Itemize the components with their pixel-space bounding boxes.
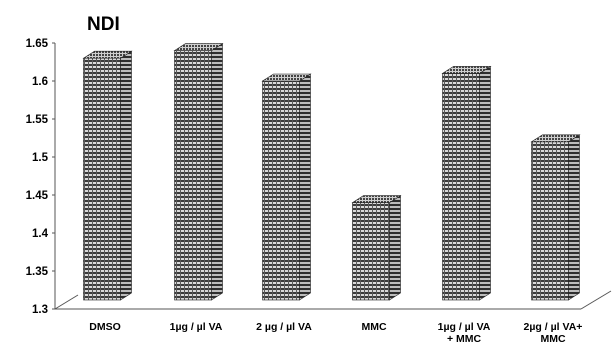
x-tick-label: DMSO bbox=[89, 321, 121, 333]
bar-top bbox=[261, 73, 312, 82]
chart-title: NDI bbox=[87, 14, 120, 35]
bar-top bbox=[351, 195, 402, 203]
bar-front bbox=[262, 80, 300, 301]
x-tick-label: 2 µg / µl VA bbox=[256, 321, 312, 333]
bar bbox=[173, 43, 224, 301]
bars bbox=[82, 43, 581, 301]
x-tick-label: MMC bbox=[540, 333, 565, 345]
bar-front bbox=[352, 202, 390, 301]
y-tick-label: 1.45 bbox=[26, 190, 49, 202]
bar-side bbox=[568, 134, 580, 301]
floor-edge-left bbox=[54, 294, 79, 310]
bar-side bbox=[299, 73, 311, 301]
bar-side bbox=[211, 43, 223, 301]
floor-edge-right bbox=[580, 290, 612, 310]
bar-side bbox=[479, 65, 491, 301]
bar-front bbox=[442, 73, 480, 301]
bar-side bbox=[389, 195, 401, 301]
x-tick-label: 2µg / µl VA+ bbox=[524, 321, 583, 333]
bar bbox=[530, 134, 581, 301]
y-tick-label: 1.65 bbox=[26, 38, 49, 50]
bar-side bbox=[120, 50, 132, 301]
bar-front bbox=[83, 57, 121, 301]
y-tick-label: 1.4 bbox=[32, 228, 49, 240]
bar-front bbox=[174, 50, 212, 301]
bar-top bbox=[82, 50, 133, 59]
x-tick-label: + MMC bbox=[447, 333, 482, 345]
bar-front bbox=[531, 141, 569, 301]
bar-top bbox=[173, 43, 224, 51]
x-axis-labels: DMSO 1µg / µl VA 2 µg / µl VA MMC 1µg / µl V… bbox=[89, 321, 582, 345]
y-tick-label: 1.5 bbox=[32, 152, 49, 164]
y-tick-label: 1.3 bbox=[32, 304, 48, 316]
bar-top bbox=[530, 134, 581, 143]
x-tick-label: 1µg / µl VA bbox=[438, 321, 491, 333]
bar-top bbox=[441, 66, 492, 74]
bar bbox=[441, 65, 492, 301]
y-tick-label: 1.6 bbox=[32, 76, 48, 88]
bar bbox=[351, 195, 402, 301]
bar bbox=[261, 73, 312, 301]
axes bbox=[54, 43, 612, 310]
x-tick-label: MMC bbox=[361, 321, 386, 333]
y-axis-ticks: 1.3 1.35 1.4 1.45 1.5 1.55 1.6 1.65 bbox=[26, 38, 55, 316]
bar bbox=[82, 50, 133, 301]
x-tick-label: 1µg / µl VA bbox=[170, 321, 223, 333]
y-tick-label: 1.55 bbox=[26, 114, 49, 126]
y-tick-label: 1.35 bbox=[26, 266, 49, 278]
